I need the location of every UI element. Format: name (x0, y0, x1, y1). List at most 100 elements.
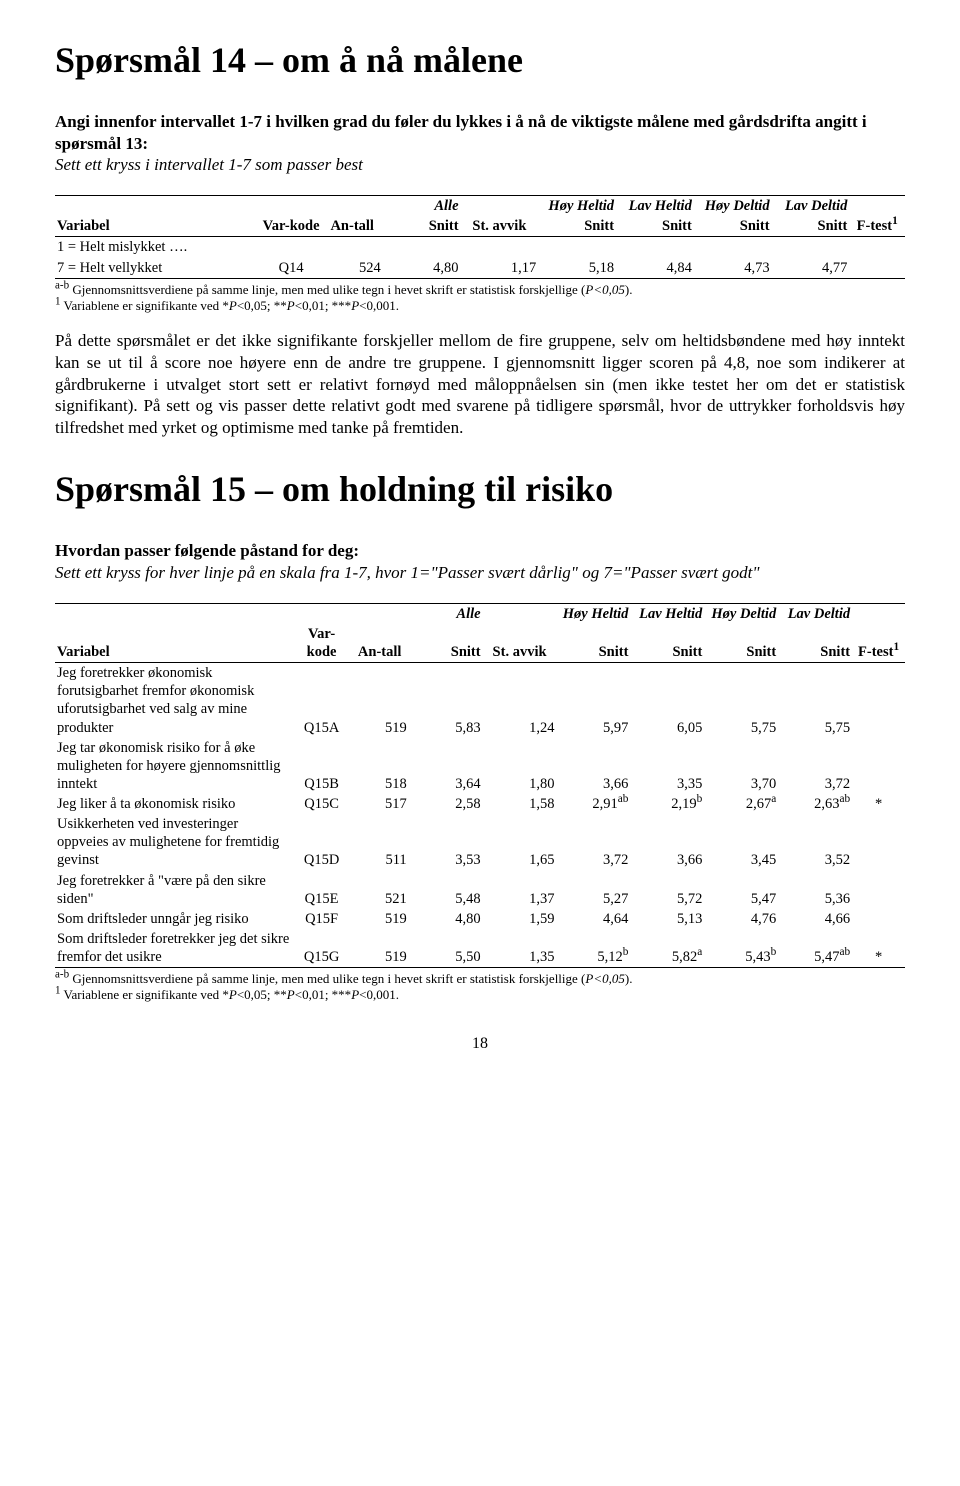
hdr15-ld: Lav Deltid (778, 603, 852, 624)
hdr-snitt4: Snitt (694, 216, 772, 237)
table-cell: Usikkerheten ved investeringer oppveies … (55, 814, 293, 870)
t14-code: Q14 (261, 258, 322, 279)
table-cell: 3,53 (409, 814, 483, 870)
table-cell: 3,66 (557, 738, 631, 794)
t14-ld: 4,77 (772, 258, 850, 279)
table-cell: 5,47ab (778, 929, 852, 968)
table-cell: 3,64 (409, 738, 483, 794)
footnote14: a-b Gjennomsnittsverdiene på samme linje… (55, 282, 905, 315)
table-cell: 3,70 (704, 738, 778, 794)
table15: Alle Høy Heltid Lav Heltid Høy Deltid La… (55, 603, 905, 968)
table-cell: 5,50 (409, 929, 483, 968)
hdr15-snitt: Snitt (409, 624, 483, 663)
hdr15-snitt5: Snitt (778, 624, 852, 663)
table14: Alle Høy Heltid Lav Heltid Høy Deltid La… (55, 195, 905, 279)
table-cell: Som driftsleder unngår jeg risiko (55, 909, 293, 929)
table-cell: 519 (351, 929, 409, 968)
table-cell: 1,37 (483, 871, 557, 909)
table-cell: 1,58 (483, 794, 557, 814)
section14-intro-bold: Angi innenfor intervallet 1-7 i hvilken … (55, 111, 905, 154)
table-cell (852, 909, 905, 929)
hdr-lav-deltid: Lav Deltid (772, 196, 850, 217)
hdr15-snitt2: Snitt (557, 624, 631, 663)
hdr15-hd: Høy Deltid (704, 603, 778, 624)
table-cell: 5,75 (704, 663, 778, 738)
table-cell: 1,80 (483, 738, 557, 794)
table-cell: 4,66 (778, 909, 852, 929)
hdr15-lh: Lav Heltid (630, 603, 704, 624)
table-cell: 5,12b (557, 929, 631, 968)
table-cell: Q15F (293, 909, 351, 929)
table-cell: 5,82a (630, 929, 704, 968)
hdr-alle: Alle (383, 196, 461, 217)
table-cell: 5,36 (778, 871, 852, 909)
table-cell: 5,48 (409, 871, 483, 909)
table-cell: 3,66 (630, 814, 704, 870)
hdr-snitt5: Snitt (772, 216, 850, 237)
table-cell: Jeg foretrekker å "være på den sikre sid… (55, 871, 293, 909)
table-cell: 519 (351, 909, 409, 929)
table-cell: 2,63ab (778, 794, 852, 814)
table-cell: 5,97 (557, 663, 631, 738)
table-cell: 3,45 (704, 814, 778, 870)
table-cell: 4,80 (409, 909, 483, 929)
hdr15-variabel: Variabel (55, 624, 293, 663)
table-cell: Jeg tar økonomisk risiko for å øke mulig… (55, 738, 293, 794)
table-cell: 1,59 (483, 909, 557, 929)
table-cell (852, 738, 905, 794)
table-cell: 5,27 (557, 871, 631, 909)
section15-intro-bold: Hvordan passer følgende påstand for deg: (55, 540, 905, 561)
section14-intro-italic: Sett ett kryss i intervallet 1-7 som pas… (55, 154, 905, 175)
hdr15-stavvik: St. avvik (483, 624, 557, 663)
table-cell: 5,13 (630, 909, 704, 929)
table-cell: 1,65 (483, 814, 557, 870)
hdr-snitt: Snitt (383, 216, 461, 237)
table-cell: Q15C (293, 794, 351, 814)
page-number: 18 (55, 1034, 905, 1054)
table-cell: Q15B (293, 738, 351, 794)
body14: På dette spørsmålet er det ikke signifik… (55, 330, 905, 439)
table-cell: 2,19b (630, 794, 704, 814)
hdr15-snitt3: Snitt (630, 624, 704, 663)
table-cell: 3,52 (778, 814, 852, 870)
table-cell: 3,72 (778, 738, 852, 794)
hdr-hoy-heltid: Høy Heltid (538, 196, 616, 217)
hdr-ftest: F-test1 (849, 216, 905, 237)
hdr15-alle: Alle (409, 603, 483, 624)
table-cell (852, 663, 905, 738)
hdr-variabel: Variabel (55, 216, 261, 237)
hdr15-varkode: Var-kode (293, 624, 351, 663)
table-cell: 5,43b (704, 929, 778, 968)
table-cell: Jeg foretrekker økonomisk forutsigbarhet… (55, 663, 293, 738)
section14-title: Spørsmål 14 – om å nå målene (55, 40, 905, 81)
table-cell: 4,64 (557, 909, 631, 929)
table-cell: 521 (351, 871, 409, 909)
table-cell: Jeg liker å ta økonomisk risiko (55, 794, 293, 814)
hdr-varkode: Var-kode (261, 216, 322, 237)
table-cell: 2,67a (704, 794, 778, 814)
table-cell: Q15E (293, 871, 351, 909)
table-cell (852, 814, 905, 870)
t14-snitt: 4,80 (383, 258, 461, 279)
table-cell: 5,47 (704, 871, 778, 909)
table-cell: 5,83 (409, 663, 483, 738)
hdr-antall: An-tall (322, 216, 383, 237)
hdr-snitt2: Snitt (538, 216, 616, 237)
table-cell: 2,91ab (557, 794, 631, 814)
section15-title: Spørsmål 15 – om holdning til risiko (55, 469, 905, 510)
t14-hd: 4,73 (694, 258, 772, 279)
table-cell: 511 (351, 814, 409, 870)
t14-f (849, 258, 905, 279)
table-cell: 2,58 (409, 794, 483, 814)
footnote15: a-b Gjennomsnittsverdiene på samme linje… (55, 971, 905, 1004)
t14-stub: 1 = Helt mislykket …. (55, 237, 905, 258)
table-cell: 3,72 (557, 814, 631, 870)
table-cell: Q15G (293, 929, 351, 968)
table-cell: 5,72 (630, 871, 704, 909)
table-cell: Som driftsleder foretrekker jeg det sikr… (55, 929, 293, 968)
t14-lh: 4,84 (616, 258, 694, 279)
section15-intro-italic: Sett ett kryss for hver linje på en skal… (55, 562, 905, 583)
hdr-snitt3: Snitt (616, 216, 694, 237)
table-cell: 5,75 (778, 663, 852, 738)
hdr-stavvik: St. avvik (461, 216, 539, 237)
